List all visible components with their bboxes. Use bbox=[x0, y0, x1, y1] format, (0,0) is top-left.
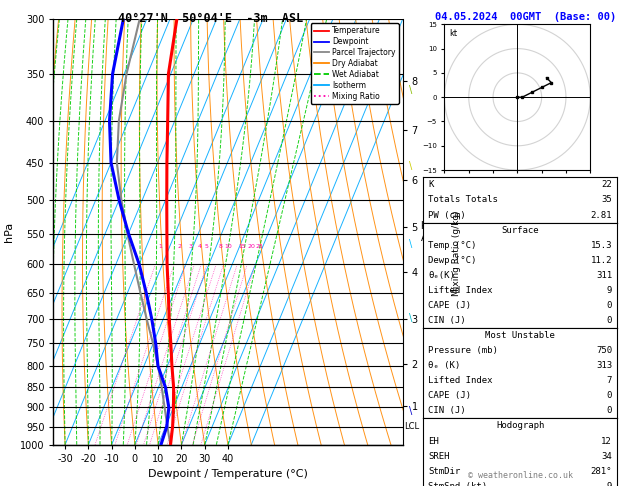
Text: © weatheronline.co.uk: © weatheronline.co.uk bbox=[468, 471, 572, 480]
Text: CAPE (J): CAPE (J) bbox=[428, 391, 471, 400]
Text: 0: 0 bbox=[606, 316, 612, 325]
Text: 281°: 281° bbox=[591, 467, 612, 476]
Text: θₑ(K): θₑ(K) bbox=[428, 271, 455, 280]
Text: 0: 0 bbox=[606, 301, 612, 310]
Text: Lifted Index: Lifted Index bbox=[428, 286, 493, 295]
Text: StmDir: StmDir bbox=[428, 467, 460, 476]
Text: 311: 311 bbox=[596, 271, 612, 280]
Y-axis label: hPa: hPa bbox=[4, 222, 14, 242]
Text: 40°27'N  50°04'E  -3m  ASL: 40°27'N 50°04'E -3m ASL bbox=[118, 12, 303, 25]
Text: 2.81: 2.81 bbox=[591, 210, 612, 220]
Text: Lifted Index: Lifted Index bbox=[428, 376, 493, 385]
Text: Temp (°C): Temp (°C) bbox=[428, 241, 477, 250]
Text: PW (cm): PW (cm) bbox=[428, 210, 466, 220]
Text: CAPE (J): CAPE (J) bbox=[428, 301, 471, 310]
Text: 15: 15 bbox=[238, 244, 246, 249]
Text: \: \ bbox=[409, 85, 412, 95]
Text: Totals Totals: Totals Totals bbox=[428, 195, 498, 205]
Text: 5: 5 bbox=[204, 244, 208, 249]
Text: Pressure (mb): Pressure (mb) bbox=[428, 346, 498, 355]
Text: 7: 7 bbox=[606, 376, 612, 385]
Text: 2: 2 bbox=[177, 244, 181, 249]
Text: 20: 20 bbox=[248, 244, 256, 249]
Text: Dewp (°C): Dewp (°C) bbox=[428, 256, 477, 265]
Text: 3: 3 bbox=[189, 244, 192, 249]
Text: Surface: Surface bbox=[501, 226, 539, 235]
Text: \: \ bbox=[409, 239, 412, 249]
Text: CIN (J): CIN (J) bbox=[428, 316, 466, 325]
Text: 0: 0 bbox=[606, 391, 612, 400]
Text: SREH: SREH bbox=[428, 451, 450, 461]
Text: 12: 12 bbox=[601, 436, 612, 446]
Text: θₑ (K): θₑ (K) bbox=[428, 361, 460, 370]
Text: 35: 35 bbox=[601, 195, 612, 205]
Text: kt: kt bbox=[449, 29, 457, 38]
Text: 10: 10 bbox=[225, 244, 232, 249]
Text: Most Unstable: Most Unstable bbox=[485, 331, 555, 340]
Text: K: K bbox=[428, 180, 434, 190]
Text: Hodograph: Hodograph bbox=[496, 421, 544, 431]
Text: 0: 0 bbox=[606, 406, 612, 416]
Y-axis label: km
ASL: km ASL bbox=[421, 221, 439, 243]
Text: 313: 313 bbox=[596, 361, 612, 370]
Text: 22: 22 bbox=[601, 180, 612, 190]
Text: \: \ bbox=[409, 406, 412, 416]
Text: \: \ bbox=[409, 161, 412, 171]
Text: Mixing Ratio (g/kg): Mixing Ratio (g/kg) bbox=[452, 210, 460, 296]
Text: 25: 25 bbox=[256, 244, 264, 249]
Text: EH: EH bbox=[428, 436, 439, 446]
Text: StmSpd (kt): StmSpd (kt) bbox=[428, 482, 487, 486]
Text: 34: 34 bbox=[601, 451, 612, 461]
Text: \: \ bbox=[409, 312, 412, 323]
Text: 15.3: 15.3 bbox=[591, 241, 612, 250]
Text: 8: 8 bbox=[219, 244, 223, 249]
Text: CIN (J): CIN (J) bbox=[428, 406, 466, 416]
Text: 04.05.2024  00GMT  (Base: 00): 04.05.2024 00GMT (Base: 00) bbox=[435, 12, 616, 22]
X-axis label: Dewpoint / Temperature (°C): Dewpoint / Temperature (°C) bbox=[148, 469, 308, 479]
Legend: Temperature, Dewpoint, Parcel Trajectory, Dry Adiabat, Wet Adiabat, Isotherm, Mi: Temperature, Dewpoint, Parcel Trajectory… bbox=[311, 23, 399, 104]
Text: 9: 9 bbox=[606, 286, 612, 295]
Text: 4: 4 bbox=[198, 244, 201, 249]
Text: 1: 1 bbox=[159, 244, 162, 249]
Text: 9: 9 bbox=[606, 482, 612, 486]
Text: LCL: LCL bbox=[404, 422, 419, 431]
Text: 11.2: 11.2 bbox=[591, 256, 612, 265]
Text: 750: 750 bbox=[596, 346, 612, 355]
